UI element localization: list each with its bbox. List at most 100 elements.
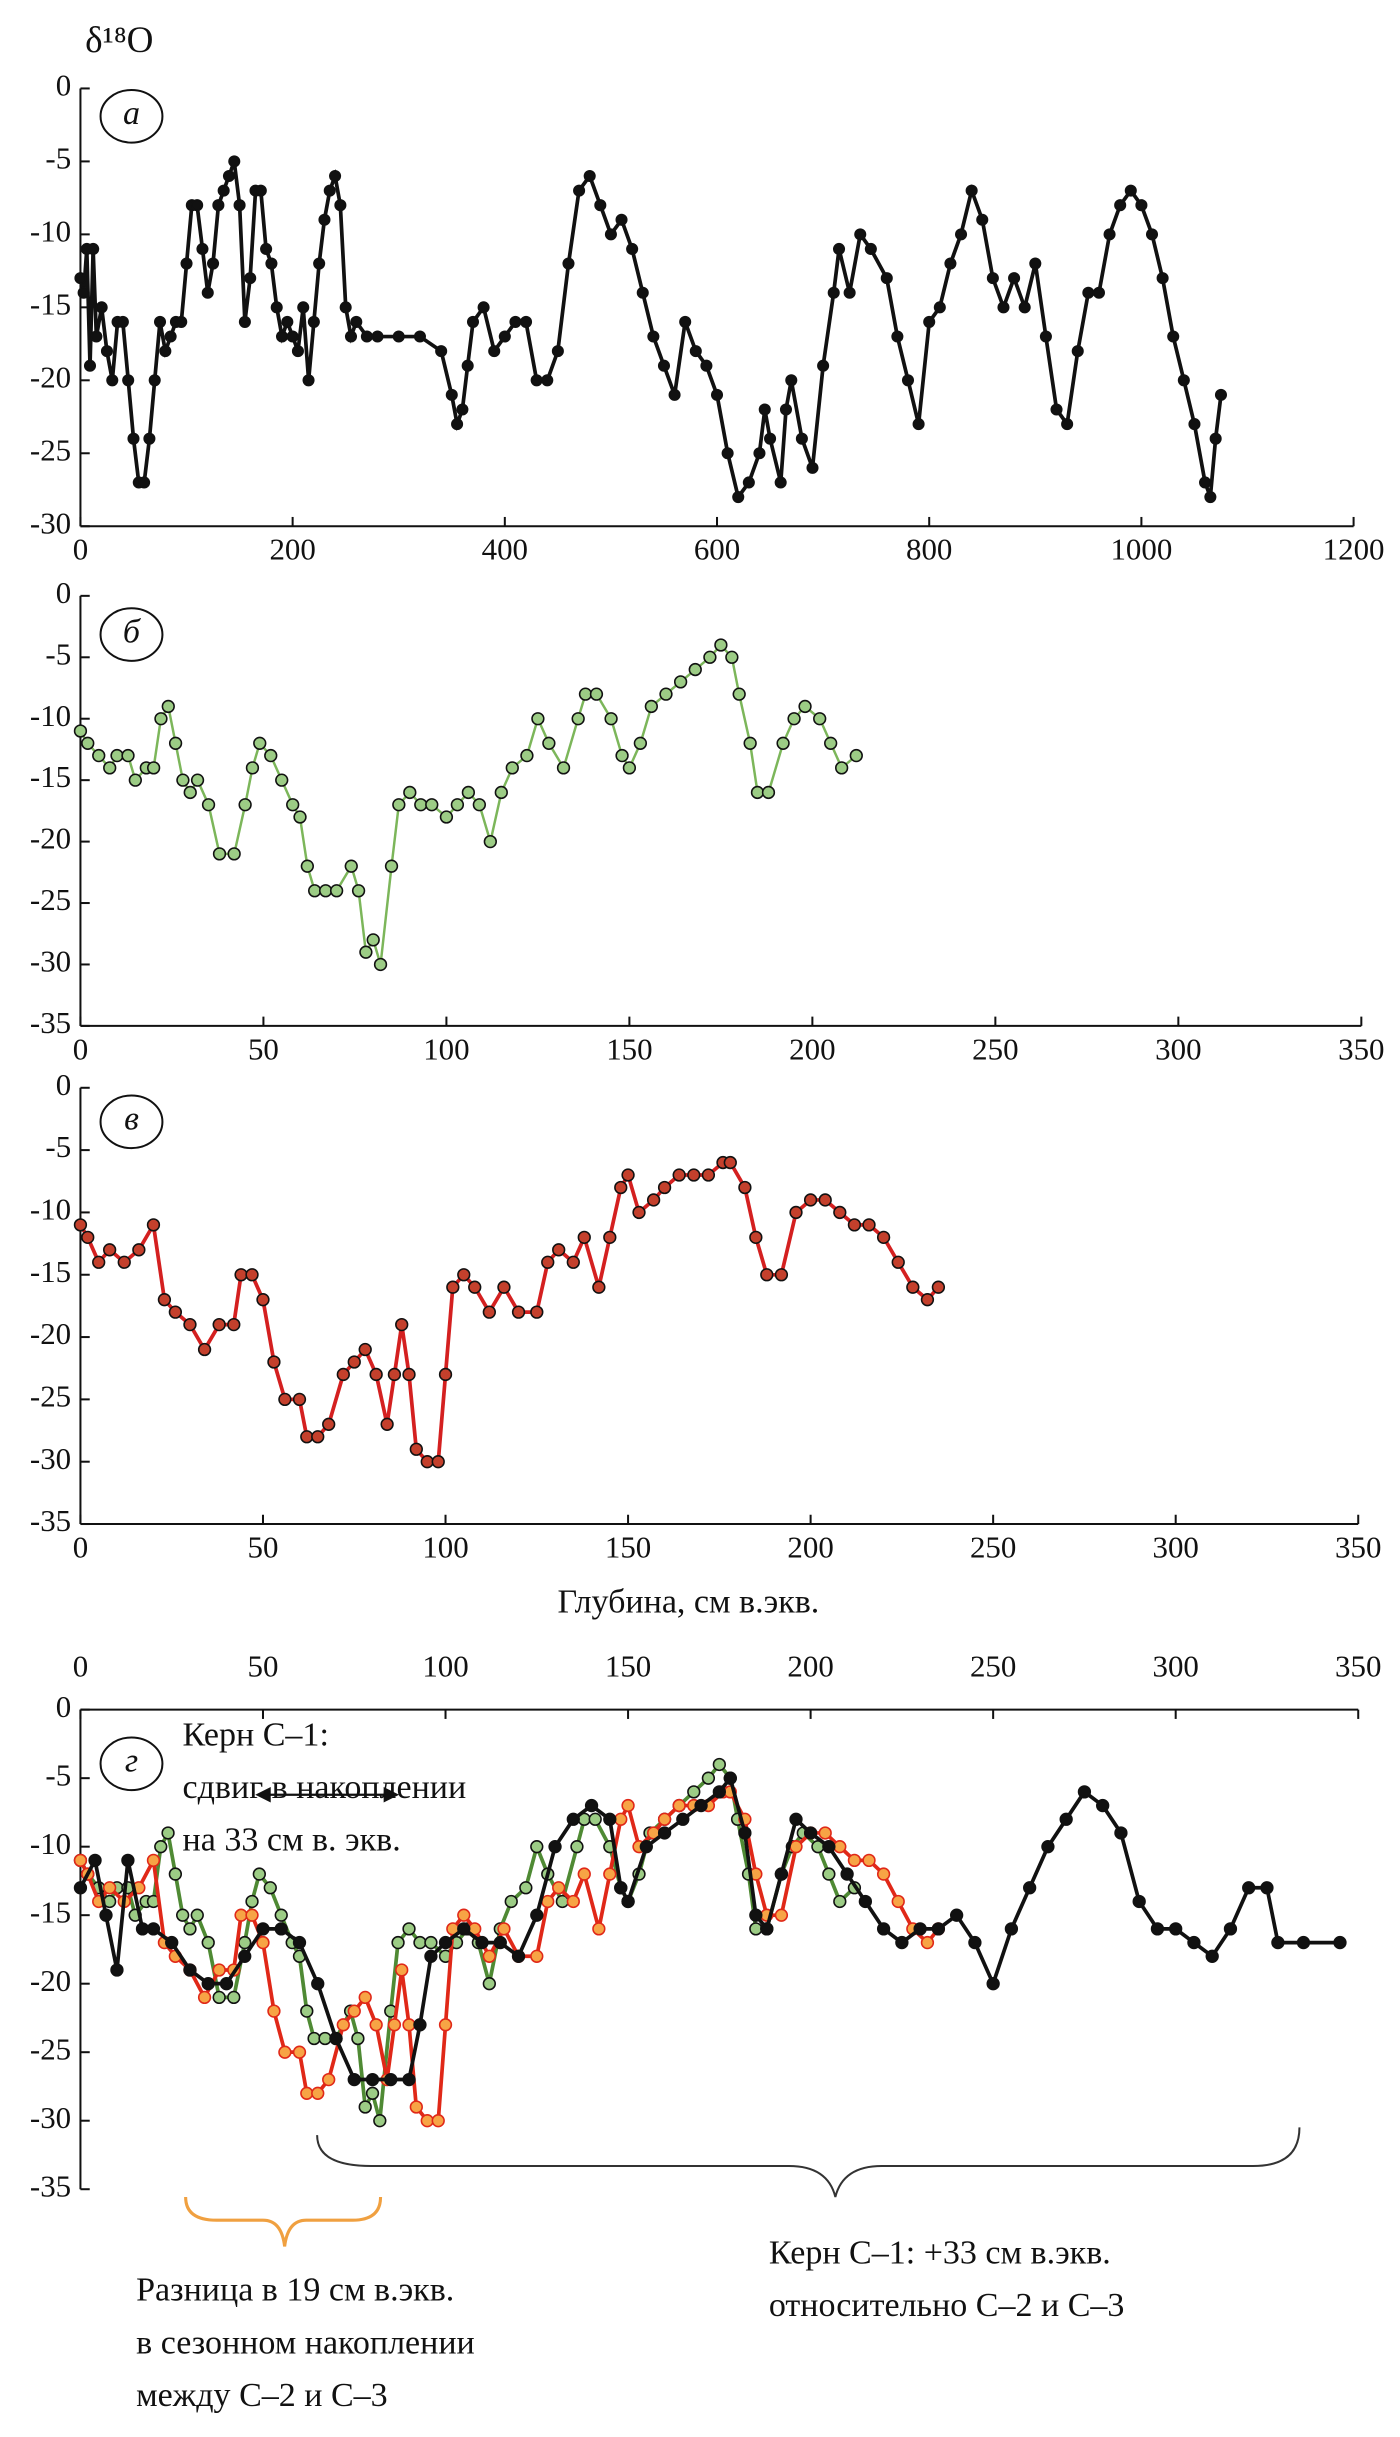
data-point xyxy=(743,736,757,750)
y-tick-label: -10 xyxy=(30,1192,71,1227)
data-point xyxy=(245,761,260,775)
data-point xyxy=(832,242,846,256)
y-tick-label: -30 xyxy=(30,1441,71,1476)
data-point xyxy=(636,286,649,299)
data-point xyxy=(592,1280,606,1294)
x-tick-label: 100 xyxy=(423,1031,469,1066)
data-point xyxy=(835,761,849,775)
data-point xyxy=(420,2114,434,2128)
data-point xyxy=(183,785,197,800)
data-point xyxy=(197,1342,212,1357)
data-point xyxy=(817,359,830,372)
data-point xyxy=(813,712,827,726)
data-point xyxy=(494,785,508,800)
data-point xyxy=(578,687,593,701)
data-point xyxy=(749,1922,763,1936)
data-point xyxy=(594,199,607,212)
data-point xyxy=(700,359,713,372)
data-point xyxy=(758,403,771,416)
data-point xyxy=(703,650,717,664)
data-point xyxy=(732,687,746,701)
data-point xyxy=(403,785,417,800)
data-point xyxy=(99,1908,113,1922)
data-point xyxy=(687,1168,701,1182)
data-point xyxy=(81,1230,95,1245)
data-point xyxy=(592,1922,606,1936)
data-point xyxy=(212,1963,226,1977)
data-point xyxy=(87,242,100,256)
data-point xyxy=(457,1908,471,1922)
data-point xyxy=(253,736,267,750)
data-point xyxy=(482,1949,496,1963)
data-point xyxy=(245,1908,259,1922)
panel-label: г xyxy=(125,1743,138,1780)
data-point xyxy=(482,1305,496,1319)
data-point xyxy=(621,1798,635,1813)
data-point xyxy=(721,447,734,460)
y-tick-label: -25 xyxy=(30,2031,71,2066)
data-point xyxy=(475,1935,489,1950)
data-point xyxy=(552,1243,566,1257)
data-point xyxy=(275,773,289,787)
data-point xyxy=(270,301,283,314)
y-tick-label: -25 xyxy=(30,432,71,467)
data-point xyxy=(789,1812,803,1826)
data-point xyxy=(732,491,745,504)
data-point xyxy=(1077,1785,1092,1799)
data-point xyxy=(891,330,904,343)
data-point xyxy=(571,712,585,726)
panel-circle xyxy=(99,88,164,144)
data-point xyxy=(1271,1935,1285,1950)
data-point xyxy=(201,286,214,299)
data-point xyxy=(789,1840,803,1854)
data-point xyxy=(1167,330,1180,343)
data-point xyxy=(438,2018,453,2032)
data-point xyxy=(73,1853,88,1868)
data-point xyxy=(439,810,454,824)
data-point xyxy=(864,242,877,256)
data-point xyxy=(603,1867,617,1881)
data-point xyxy=(88,1853,102,1868)
y-tick-label: 0 xyxy=(56,575,71,610)
data-point xyxy=(688,662,702,677)
data-point xyxy=(891,1255,905,1269)
data-point xyxy=(566,1255,580,1269)
data-point xyxy=(201,798,216,812)
data-point xyxy=(1061,418,1074,431)
x-tick-label: 150 xyxy=(606,1031,652,1066)
data-point xyxy=(73,724,88,738)
annotation: Керн С–1: +33 см в.экв. xyxy=(769,2235,1111,2272)
y-tick-label: -10 xyxy=(30,698,71,733)
data-point xyxy=(822,1840,836,1854)
data-point xyxy=(774,1867,789,1881)
data-point xyxy=(673,675,688,689)
data-point xyxy=(238,315,251,328)
data-point xyxy=(329,884,344,898)
y-tick-label: -15 xyxy=(30,1894,71,1929)
panel-circle xyxy=(99,1094,164,1150)
x-tick-label: 0 xyxy=(73,1031,88,1066)
data-point xyxy=(738,1826,752,1840)
data-point xyxy=(176,773,190,787)
data-point xyxy=(895,1935,909,1950)
y-tick-label: -20 xyxy=(30,821,71,856)
data-point xyxy=(761,785,776,800)
data-point xyxy=(548,1840,562,1854)
data-point xyxy=(103,761,117,775)
data-point xyxy=(986,272,999,285)
x-tick-label: 250 xyxy=(970,1649,1016,1684)
data-point xyxy=(292,1392,307,1407)
data-point xyxy=(263,1881,277,1895)
data-point xyxy=(300,1430,314,1444)
data-point xyxy=(438,1367,453,1382)
data-point xyxy=(456,403,469,416)
data-point xyxy=(222,169,236,183)
panel-label: б xyxy=(123,613,142,650)
data-point xyxy=(347,1355,361,1369)
data-point xyxy=(774,476,787,489)
data-point xyxy=(570,1840,584,1854)
x-tick-label: 200 xyxy=(789,1031,835,1066)
data-point xyxy=(350,315,363,328)
panel-circle xyxy=(99,607,164,662)
